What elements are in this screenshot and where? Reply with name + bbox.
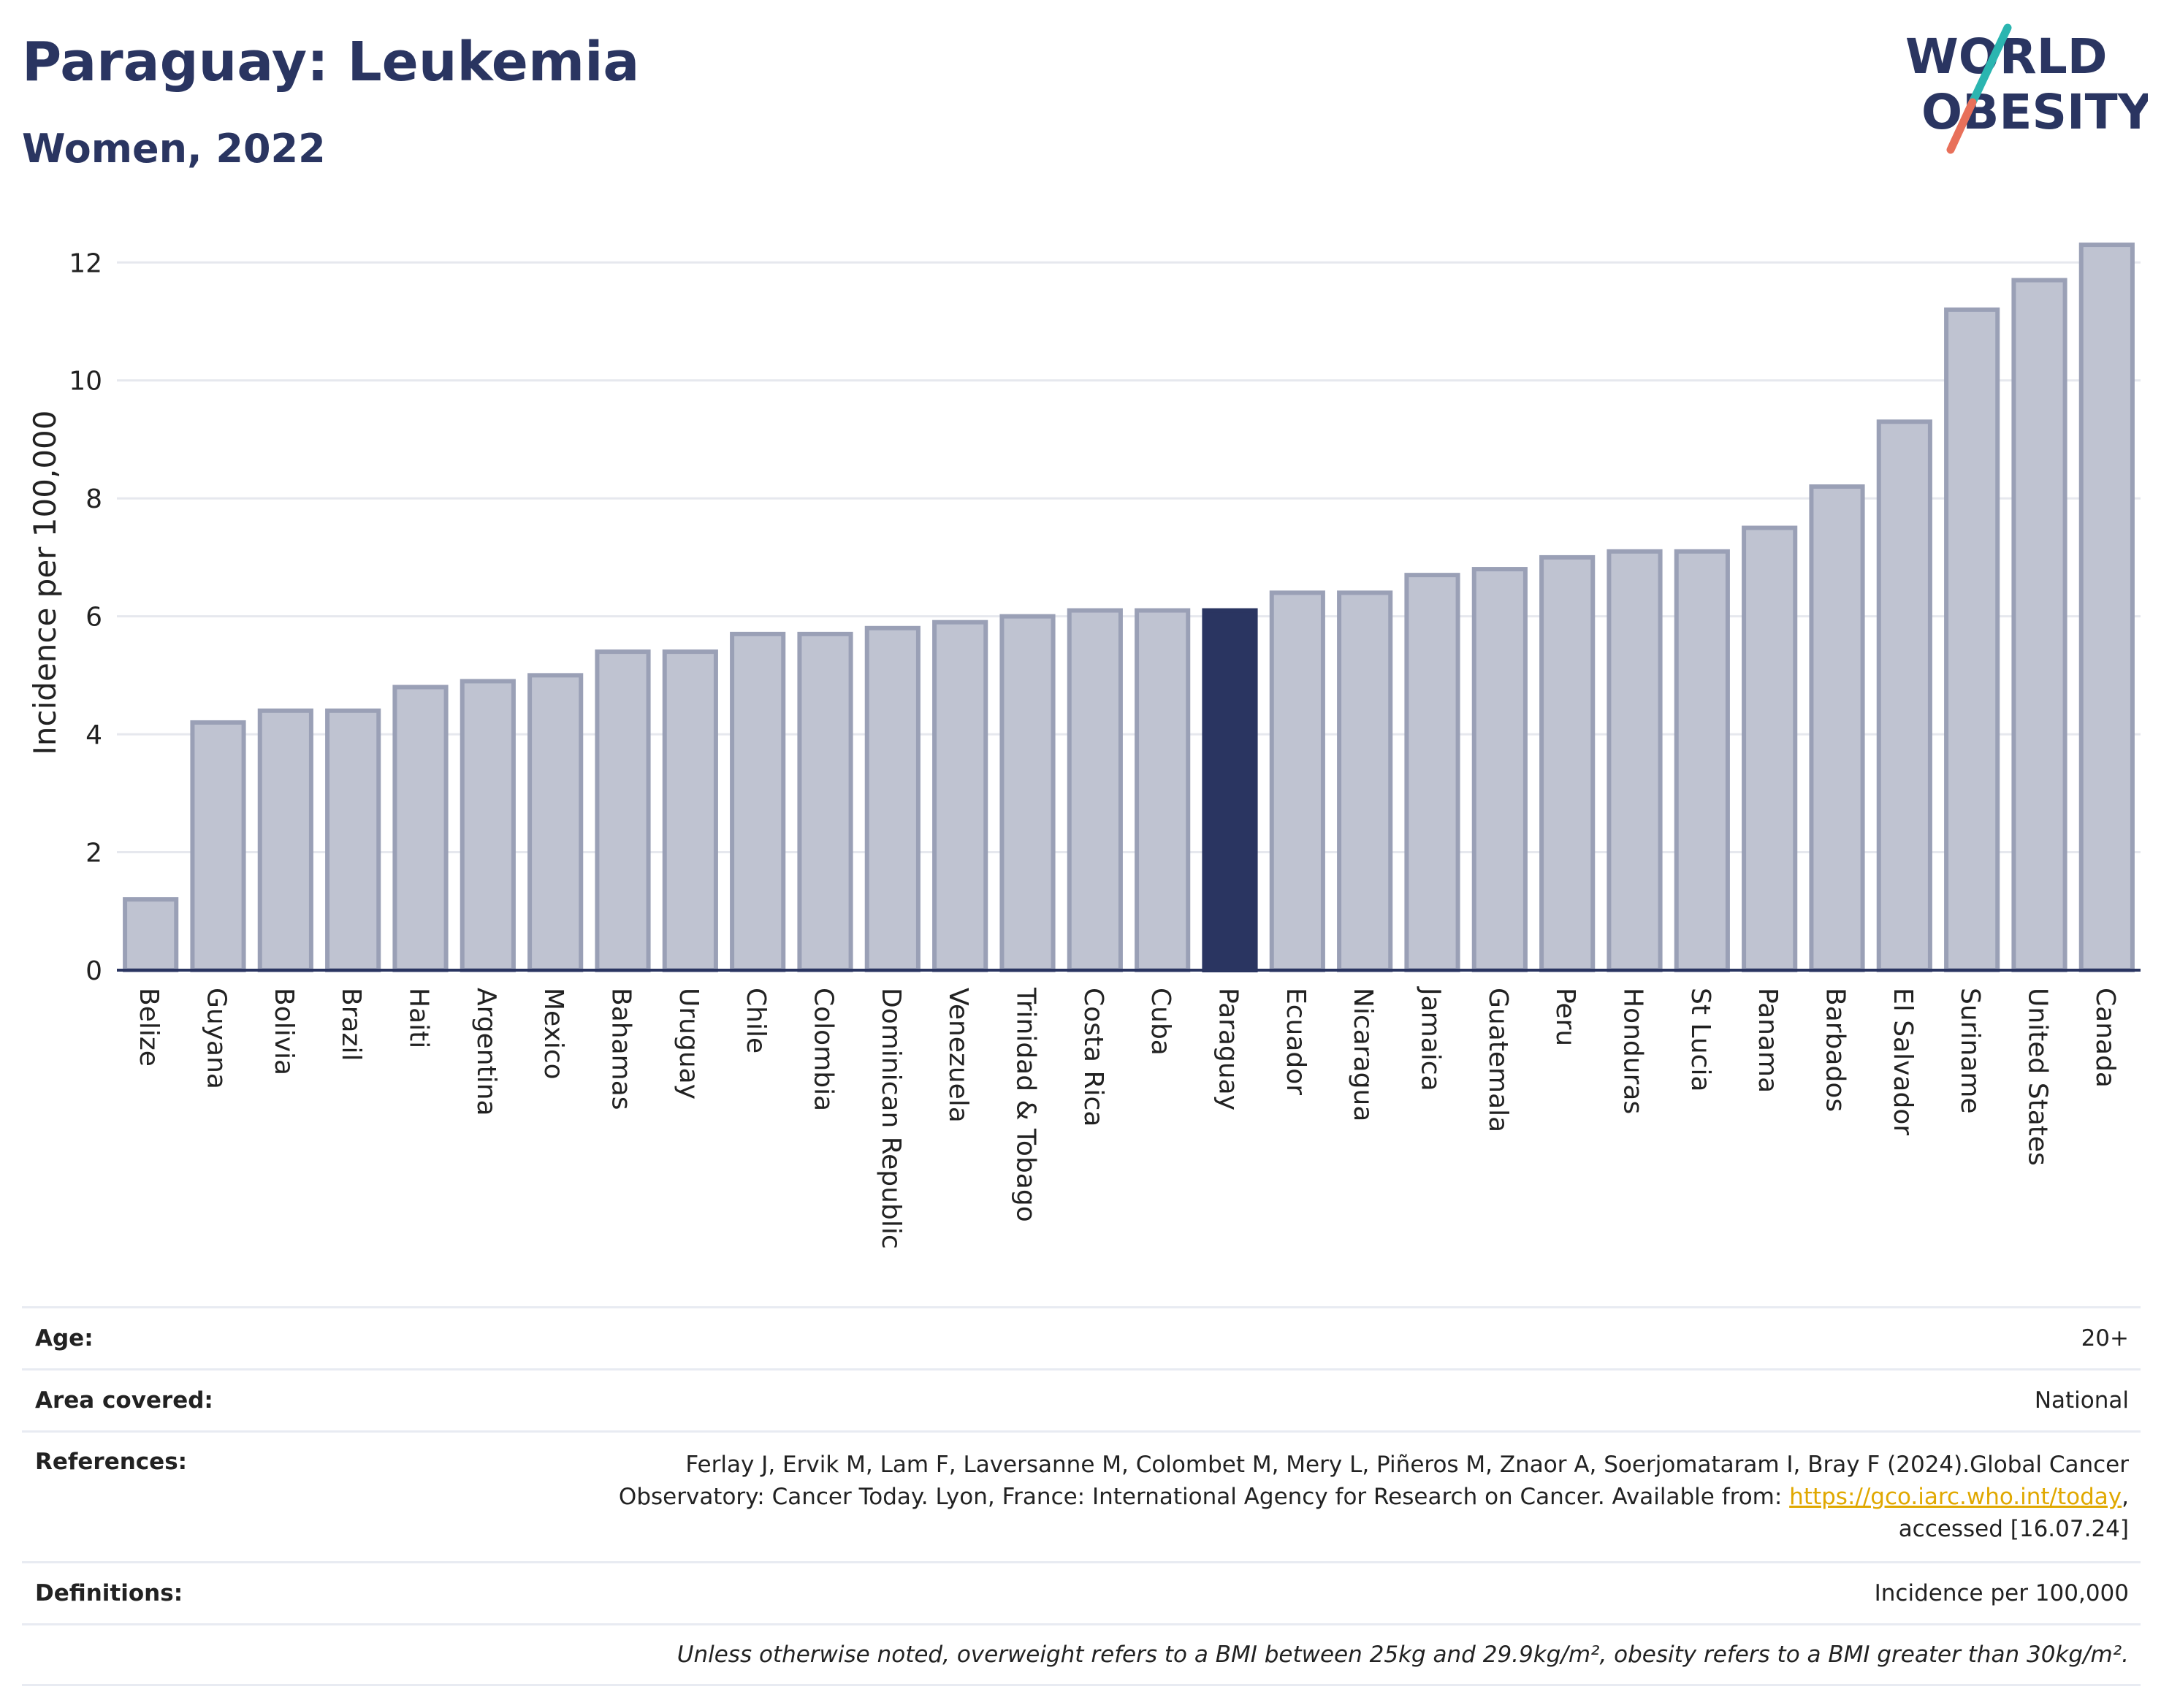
x-tick-label: Peru (1550, 988, 1580, 1046)
grid-lines (117, 261, 2141, 854)
bmi-note: Unless otherwise noted, overweight refer… (676, 1642, 2129, 1668)
x-tick-label: Panama (1753, 988, 1783, 1093)
area-label: Area covered: (35, 1387, 213, 1414)
bar-brazil[interactable] (325, 708, 381, 972)
x-tick-label: Barbados (1821, 988, 1851, 1112)
logo-slash-coral (1946, 98, 1977, 154)
x-tick-label: Guyana (202, 988, 232, 1089)
bar-bahamas[interactable] (595, 649, 651, 972)
bar-ecuador[interactable] (1269, 590, 1325, 972)
x-tick-label: United States (2023, 988, 2053, 1166)
bar-chile[interactable] (730, 631, 786, 972)
x-tick-label: Trinidad & Tobago (1011, 987, 1041, 1222)
x-tick-label: Nicaragua (1348, 988, 1378, 1121)
x-tick-label: Bahamas (606, 988, 636, 1110)
page-title: Paraguay: Leukemia (22, 31, 640, 94)
info-row-references: References: Ferlay J, Ervik M, Lam F, La… (22, 1430, 2141, 1561)
bar-colombia[interactable] (797, 631, 853, 972)
x-tick-label: Guatemala (1483, 988, 1513, 1132)
x-tick-label: Ecuador (1281, 988, 1311, 1095)
logo-slash-teal (1968, 23, 2012, 107)
x-tick-label: Chile (741, 988, 771, 1053)
x-tick-label: Bolivia (269, 988, 299, 1075)
x-tick-label: Jamaica (1416, 986, 1446, 1091)
bar-venezuela[interactable] (932, 619, 988, 972)
y-tick-label: 2 (85, 839, 102, 869)
bar-canada[interactable] (2078, 243, 2135, 972)
references-label: References: (35, 1449, 188, 1475)
bar-el-salvador[interactable] (1876, 419, 1932, 972)
y-tick-label: 6 (85, 603, 102, 633)
x-tick-label: Canada (2090, 988, 2120, 1088)
x-tick-label: Costa Rica (1078, 988, 1108, 1126)
y-tick-label: 8 (85, 484, 102, 514)
info-row-definitions: Definitions: Incidence per 100,000 (22, 1561, 2141, 1623)
bar-argentina[interactable] (460, 679, 516, 972)
bar-uruguay[interactable] (662, 649, 718, 972)
y-axis-ticks: 0 2 4 6 8 10 12 (69, 248, 102, 986)
x-tick-label: Belize (134, 988, 164, 1067)
bar-united-states[interactable] (2011, 278, 2067, 972)
x-tick-label: Paraguay (1213, 988, 1243, 1110)
y-tick-label: 10 (69, 367, 102, 397)
x-tick-label: Mexico (538, 988, 568, 1080)
references-value: Ferlay J, Ervik M, Lam F, Laversanne M, … (618, 1452, 2129, 1542)
bar-mexico[interactable] (527, 673, 584, 972)
y-tick-label: 12 (69, 248, 102, 278)
page-subtitle: Women, 2022 (22, 126, 326, 172)
info-table: Age: 20+ Area covered: National Referenc… (22, 1306, 2141, 1686)
x-tick-label: Honduras (1618, 988, 1648, 1114)
bar-paraguay[interactable] (1202, 608, 1258, 972)
bar-suriname[interactable] (1944, 307, 2000, 972)
bar-haiti[interactable] (392, 685, 449, 972)
bar-nicaragua[interactable] (1337, 590, 1393, 972)
bar-costa-rica[interactable] (1067, 608, 1123, 972)
area-value: National (2034, 1387, 2129, 1414)
definitions-label: Definitions: (35, 1580, 183, 1606)
references-line-1: Ferlay J, Ervik M, Lam F, Laversanne M, … (685, 1452, 2129, 1478)
bar-honduras[interactable] (1607, 549, 1663, 972)
x-tick-label: Uruguay (674, 988, 704, 1099)
x-tick-label: Venezuela (943, 988, 973, 1123)
x-tick-label: Cuba (1146, 988, 1175, 1056)
y-tick-label: 4 (85, 720, 102, 750)
x-tick-label: Brazil (336, 988, 366, 1061)
x-tick-label: Suriname (1955, 988, 1985, 1114)
age-label: Age: (35, 1325, 94, 1351)
bar-dominican-republic[interactable] (864, 625, 921, 973)
x-tick-label: El Salvador (1888, 988, 1918, 1135)
references-line-2: Observatory: Cancer Today. Lyon, France:… (618, 1484, 1783, 1510)
bar-panama[interactable] (1742, 525, 1798, 972)
info-row-note: Unless otherwise noted, overweight refer… (22, 1623, 2141, 1686)
info-row-age: Age: 20+ (22, 1306, 2141, 1368)
x-tick-label: St Lucia (1685, 988, 1715, 1092)
bar-peru[interactable] (1539, 554, 1596, 972)
x-tick-label: Argentina (471, 988, 501, 1116)
world-obesity-logo: WORLD OBESITY (1905, 23, 2148, 154)
references-link[interactable]: https://gco.iarc.who.int/today (1789, 1484, 2122, 1510)
y-tick-label: 0 (85, 956, 102, 986)
bar-guatemala[interactable] (1471, 567, 1528, 972)
x-tick-label: Dominican Republic (876, 988, 906, 1249)
references-line-3: accessed [16.07.24] (1898, 1516, 2129, 1542)
bar-trinidad-tobago[interactable] (999, 614, 1056, 972)
x-tick-label: Haiti (404, 988, 434, 1048)
bar-jamaica[interactable] (1404, 573, 1460, 972)
bar-chart: 0 2 4 6 8 10 12 Belize Guyana Bolivia Brazil Haiti… (27, 243, 2141, 1249)
bar-st-lucia[interactable] (1674, 549, 1730, 972)
bar-belize[interactable] (123, 897, 179, 972)
x-axis-ticks: Belize Guyana Bolivia Brazil Haiti Argentina M… (134, 986, 2120, 1249)
bar-guyana[interactable] (190, 720, 246, 972)
bars (123, 243, 2135, 973)
definitions-value: Incidence per 100,000 (1874, 1580, 2129, 1606)
y-axis-label: Incidence per 100,000 (27, 411, 63, 755)
x-tick-label: Colombia (809, 988, 839, 1111)
bar-bolivia[interactable] (257, 708, 313, 972)
info-row-area: Area covered: National (22, 1368, 2141, 1430)
bar-barbados[interactable] (1809, 484, 1865, 972)
age-value: 20+ (2081, 1325, 2129, 1351)
bar-cuba[interactable] (1135, 608, 1191, 972)
